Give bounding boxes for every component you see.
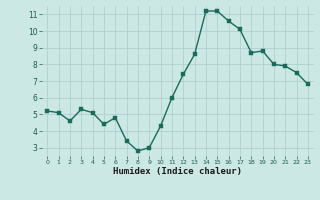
X-axis label: Humidex (Indice chaleur): Humidex (Indice chaleur) bbox=[113, 167, 242, 176]
